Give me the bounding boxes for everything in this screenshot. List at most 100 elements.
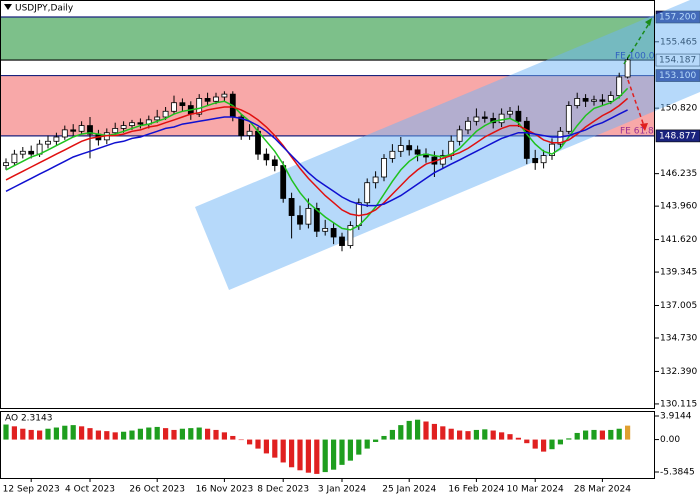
candle-body <box>288 198 295 216</box>
projection-arrow <box>623 21 651 65</box>
x-axis: 12 Sep 2023 4 Oct 2023 26 Oct 2023 16 Nov 2… <box>3 478 631 495</box>
ao-bar <box>272 439 278 458</box>
ao-bar <box>28 429 34 440</box>
candle-body <box>53 136 60 142</box>
candle-body <box>196 98 203 115</box>
ao-bar <box>171 429 177 440</box>
x-tick-label: 8 Dec 2023 <box>257 485 309 495</box>
ao-bar <box>79 426 85 440</box>
ao-bar <box>20 428 26 440</box>
candle-body <box>381 158 387 178</box>
ao-bar <box>196 427 202 440</box>
y-tick-label: 143.960 <box>660 202 697 212</box>
candle-body <box>305 208 312 225</box>
ao-bar <box>599 430 605 440</box>
candle-body <box>246 130 253 136</box>
moving-averages <box>5 87 629 231</box>
candle-body <box>171 102 177 112</box>
candle-body <box>238 116 245 136</box>
ao-bar <box>583 430 589 440</box>
x-tick-label: 28 Mar 2024 <box>574 485 631 495</box>
candle-body <box>70 129 77 132</box>
ao-bar <box>263 439 269 454</box>
ao-bar <box>62 425 68 440</box>
candle-body <box>372 176 379 184</box>
candle-body <box>523 120 530 159</box>
candle-body <box>280 165 287 199</box>
ao-bar <box>356 439 362 455</box>
candle-body <box>313 208 320 232</box>
y-tick-label: 132.390 <box>660 367 697 377</box>
candle-body <box>574 98 581 106</box>
candle-body <box>347 225 354 246</box>
ao-bar <box>524 439 530 444</box>
projection-arrow <box>627 79 645 127</box>
candle-body <box>120 125 127 129</box>
ao-bar <box>608 429 614 440</box>
y-tick-label: 139.345 <box>660 268 697 278</box>
trend-channel <box>195 0 700 290</box>
ao-bar <box>616 428 622 440</box>
ao-bar <box>179 428 185 440</box>
candle-body <box>624 59 631 78</box>
candle-body <box>406 145 413 151</box>
candle-body <box>213 96 219 102</box>
x-tick-label: 16 Nov 2023 <box>196 485 254 495</box>
moving-average <box>5 109 628 207</box>
y-tick-label: 150.820 <box>660 104 697 114</box>
plot-frame <box>0 0 655 409</box>
ao-bar <box>331 439 337 470</box>
candle-body <box>339 236 345 246</box>
ao-bar <box>70 425 76 440</box>
candle-body <box>565 105 572 132</box>
ao-bar <box>53 427 59 440</box>
y-tick-label: -5.3845 <box>660 467 695 477</box>
ao-bar <box>11 426 17 440</box>
y-tick-label: 0.00 <box>660 435 680 445</box>
candle-body <box>297 215 303 225</box>
x-tick-label: 4 Oct 2023 <box>65 485 115 495</box>
indicator-label: AO 2.3143 <box>5 414 52 424</box>
ao-bar <box>465 431 471 440</box>
candle-body <box>255 130 261 155</box>
x-tick-label: 10 Mar 2024 <box>507 485 564 495</box>
ao-bar <box>574 432 580 440</box>
ao-bar <box>305 439 311 473</box>
ao-bar <box>163 428 169 440</box>
candle-body <box>330 228 337 238</box>
ao-bar <box>87 428 93 440</box>
ao-bar <box>398 425 404 440</box>
candle-body <box>591 99 597 102</box>
fib-label: FE 61.8 <box>620 127 654 137</box>
ao-bar <box>247 439 253 445</box>
candle-body <box>221 93 228 98</box>
candle-body <box>507 110 513 115</box>
ao-bar <box>104 431 110 440</box>
candle-body <box>498 113 505 124</box>
ao-bar <box>406 420 412 440</box>
fib-label: FE 100.0 <box>615 52 655 62</box>
y-tick-label: 130.115 <box>660 399 697 409</box>
candle-body <box>515 110 522 122</box>
candle-body <box>540 155 547 164</box>
candle-body <box>45 140 51 145</box>
indicator: 3.9144 0.00 -5.3845 <box>3 411 695 477</box>
candle-body <box>162 110 169 118</box>
ao-bar <box>205 428 211 440</box>
arrow-head <box>640 123 648 131</box>
moving-average <box>5 97 629 217</box>
ao-bar <box>373 439 379 442</box>
ao-bar <box>507 434 513 440</box>
ao-bar <box>238 439 244 441</box>
ao-bar <box>389 429 395 440</box>
title-icon <box>4 4 12 10</box>
x-tick-label: 26 Oct 2023 <box>129 485 185 495</box>
price-level-label: 148.877 <box>659 131 696 141</box>
candle-body <box>11 153 18 164</box>
candle-body <box>263 153 270 161</box>
candle-body <box>364 182 371 204</box>
ao-bar <box>280 439 286 463</box>
ao-bar <box>423 421 429 440</box>
ao-bar <box>347 439 353 461</box>
ao-bar <box>381 435 387 440</box>
